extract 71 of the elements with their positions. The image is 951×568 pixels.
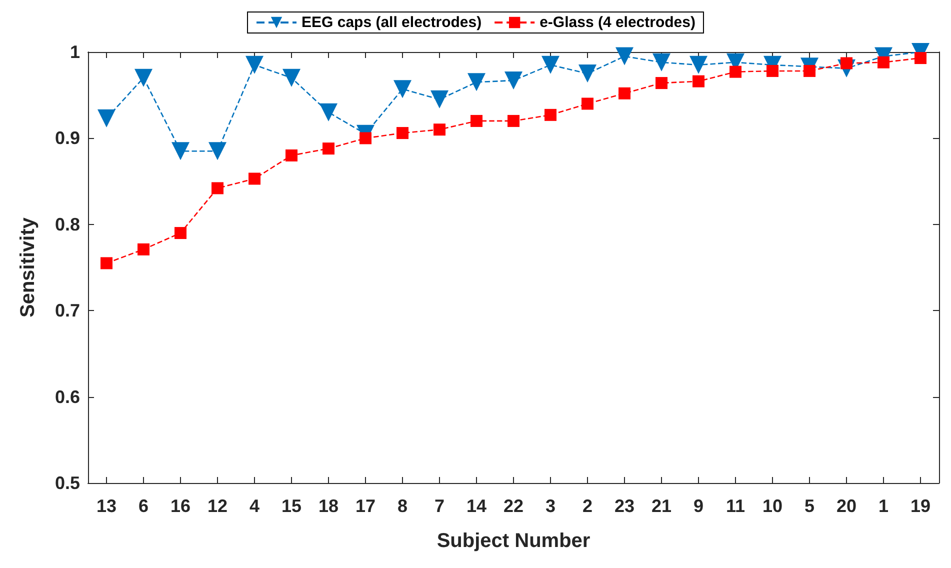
point — [286, 149, 298, 162]
x-tick-label: 4 — [249, 496, 260, 516]
point — [730, 66, 742, 78]
x-tick-label: 17 — [355, 496, 376, 516]
x-tick-label: 3 — [545, 496, 556, 516]
x-tick-label: 7 — [434, 496, 445, 516]
point — [690, 56, 708, 74]
x-tick-label: 12 — [207, 496, 228, 516]
x-tick-label: 14 — [466, 496, 487, 516]
x-tick-label: 9 — [693, 496, 704, 516]
x-tick-label: 8 — [397, 496, 408, 516]
point — [508, 114, 520, 127]
y-tick-label: 1 — [70, 42, 80, 62]
point — [618, 87, 630, 100]
point — [322, 142, 334, 155]
point — [504, 71, 522, 90]
point — [542, 56, 560, 74]
x-tick-label: 6 — [138, 496, 149, 516]
point — [470, 114, 482, 127]
point — [396, 127, 408, 140]
point — [98, 109, 116, 128]
y-tick-label: 0.5 — [54, 473, 80, 493]
x-tick-label: 10 — [762, 496, 783, 516]
point — [282, 68, 300, 87]
x-tick-label: 11 — [726, 496, 746, 516]
x-tick-label: 15 — [281, 496, 302, 516]
point — [208, 142, 226, 160]
point — [914, 52, 926, 64]
point — [616, 47, 634, 66]
point — [430, 90, 448, 108]
legend-label: EEG caps (all electrodes) — [302, 14, 482, 31]
point — [468, 73, 486, 92]
point — [138, 243, 150, 256]
point — [766, 64, 778, 77]
x-tick-label: 21 — [651, 496, 672, 516]
point — [172, 142, 190, 160]
point — [246, 56, 264, 74]
point — [544, 108, 556, 121]
y-tick-label: 0.9 — [54, 128, 80, 148]
point — [578, 64, 596, 83]
point — [320, 103, 338, 122]
point — [134, 68, 152, 87]
y-tick-label: 0.8 — [54, 214, 80, 234]
x-tick-label: 18 — [318, 496, 339, 516]
x-tick-label: 1 — [878, 496, 889, 516]
point — [652, 53, 670, 72]
x-tick-label: 2 — [582, 496, 593, 516]
x-tick-label: 22 — [503, 496, 524, 516]
point — [582, 98, 594, 110]
legend-label: e-Glass (4 electrodes) — [540, 14, 696, 31]
point — [174, 227, 186, 240]
x-tick-label: 16 — [170, 496, 191, 516]
point — [656, 77, 668, 90]
x-tick-label: 13 — [96, 496, 117, 516]
point — [248, 172, 260, 185]
y-tick-label: 0.6 — [54, 386, 80, 407]
x-tick-label: 5 — [804, 496, 815, 516]
point — [394, 80, 412, 98]
point — [804, 64, 816, 77]
point — [434, 124, 446, 136]
point — [100, 257, 112, 270]
x-axis-title: Subject Number — [436, 530, 590, 552]
point — [878, 56, 890, 68]
x-tick-label: 20 — [836, 496, 857, 516]
point — [692, 75, 704, 88]
point — [360, 132, 372, 144]
point — [212, 182, 224, 194]
x-tick-label: 19 — [910, 496, 931, 516]
y-axis-title: Sensitivity — [17, 216, 39, 318]
y-tick-label: 0.7 — [54, 300, 80, 321]
x-tick-label: 23 — [614, 496, 635, 516]
